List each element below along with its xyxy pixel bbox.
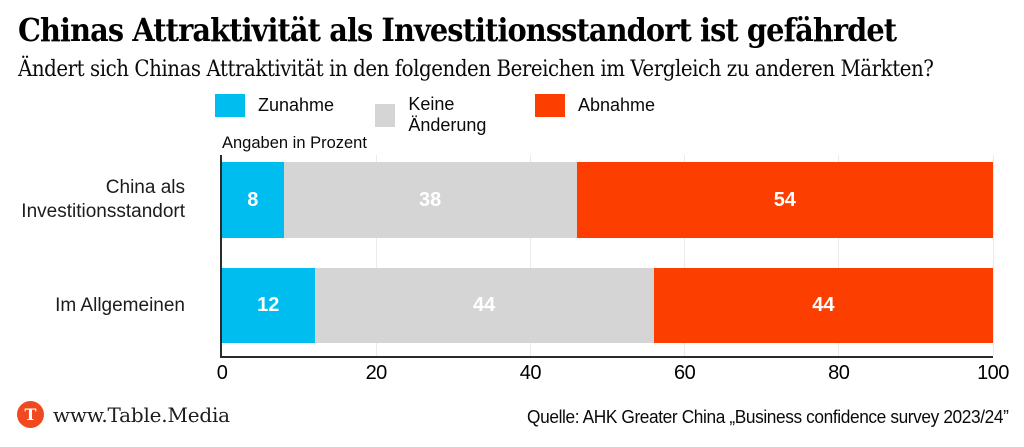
brand-url: www.Table.Media (53, 402, 230, 427)
chart-subtitle: Ändert sich Chinas Attraktivität in den … (18, 57, 934, 82)
category-label: Im Allgemeinen (55, 294, 185, 316)
bar-segment: 8 (222, 162, 284, 238)
bar-value-label: 8 (247, 188, 259, 211)
gridline (838, 155, 840, 356)
legend-label: Abnahme (578, 95, 656, 115)
x-tick-label: 60 (673, 362, 696, 384)
legend-item: Abnahme (535, 94, 655, 117)
y-axis-line (220, 155, 222, 358)
gridline (992, 155, 994, 356)
x-tick-label: 20 (365, 362, 388, 384)
bar-segment: 12 (222, 268, 315, 343)
bar-value-label: 12 (257, 294, 280, 316)
bar-value-label: 44 (473, 294, 496, 316)
legend-swatch (215, 94, 245, 117)
x-tick-label: 100 (977, 362, 1009, 384)
bar-value-label: 54 (773, 188, 796, 211)
x-axis-line (220, 356, 993, 358)
bar-segment: 44 (653, 268, 993, 343)
bar-value-label: 44 (812, 294, 835, 316)
legend-label: Keine Änderung (408, 94, 487, 135)
bar-segment: 44 (314, 268, 654, 343)
gridline (529, 155, 531, 356)
x-tick-label: 0 (216, 362, 228, 384)
footer-brand: T www.Table.Media (17, 401, 230, 428)
bar-value-label: 38 (419, 188, 442, 211)
logo-letter: T (24, 405, 37, 424)
legend-swatch (375, 103, 396, 127)
x-tick-label: 80 (828, 362, 850, 384)
units-note: Angaben in Prozent (222, 134, 367, 152)
legend-item: Zunahme (215, 94, 334, 117)
gridline (375, 155, 377, 356)
source-credit: Quelle: AHK Greater China „Business conf… (526, 407, 1009, 427)
x-tick-label: 40 (519, 362, 542, 384)
category-label: China als Investitionsstandort (21, 177, 185, 222)
legend-label: Zunahme (258, 95, 335, 115)
legend-swatch (535, 94, 565, 117)
bar-segment: 38 (283, 162, 577, 238)
legend-item: Keine Änderung (375, 94, 496, 136)
table-media-logo-icon: T (17, 401, 44, 428)
gridline (684, 155, 686, 356)
chart-title: Chinas Attraktivität als Investitionssta… (18, 11, 897, 49)
bar-segment: 54 (576, 162, 993, 238)
